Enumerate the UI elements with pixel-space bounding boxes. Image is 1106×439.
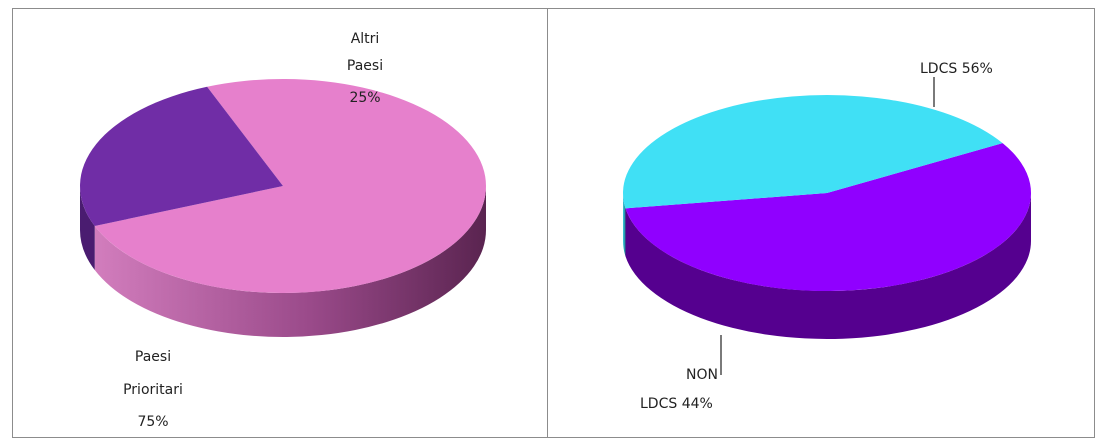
slice-label-altri-paesi-line1: Altri (351, 31, 380, 47)
right-chart-panel: LDCS 56% NON LDCS 44% (547, 8, 1095, 438)
slice-side-paesi-prioritari-75 (94, 186, 486, 337)
slice-top-altri-paesi-25 (80, 86, 284, 227)
left-chart-panel: Altri Paesi 25% Paesi Prioritari 75% (12, 8, 548, 438)
right-pie-chart: LDCS 56% NON LDCS 44% (623, 61, 1031, 412)
slice-label-non-ldcs-line1: NON (686, 367, 718, 383)
slice-label-paesi-prioritari-line3: 75% (137, 414, 168, 430)
slice-side-altri-paesi-25 (80, 186, 95, 271)
slice-side-ldcs-56 (625, 193, 1031, 340)
slice-top-ldcs-56 (625, 143, 1031, 291)
slice-top-non-ldcs-44 (623, 94, 1003, 209)
slice-label-ldcs: LDCS 56% (920, 61, 993, 77)
slice-label-paesi-prioritari-line2: Prioritari (123, 382, 183, 398)
slice-label-paesi-prioritari-line1: Paesi (135, 349, 171, 365)
slice-label-altri-paesi-line2: Paesi (347, 58, 383, 74)
slice-side-non-ldcs-44 (623, 193, 626, 257)
slice-label-non-ldcs-line2: LDCS 44% (640, 396, 713, 412)
slice-top-paesi-prioritari-75 (94, 79, 486, 293)
slice-label-altri-paesi-line3: 25% (349, 90, 380, 106)
left-pie-chart: Altri Paesi 25% Paesi Prioritari 75% (80, 31, 486, 430)
